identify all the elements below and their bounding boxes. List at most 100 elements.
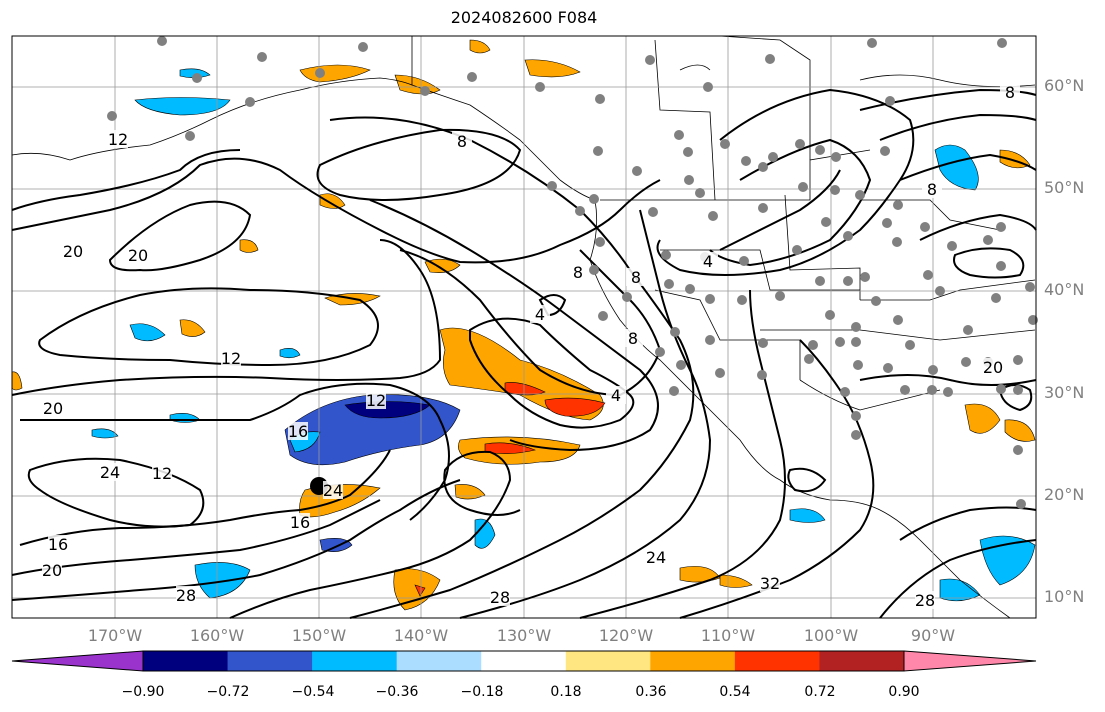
contour-label-bg bbox=[646, 548, 666, 566]
lat-label-60n: 60°N bbox=[1044, 76, 1085, 95]
contour-label: 20 bbox=[128, 246, 148, 265]
contour-label: 24 bbox=[100, 463, 120, 482]
contour-label-bg bbox=[108, 130, 128, 148]
contour-label-bg bbox=[152, 464, 172, 482]
colorbar-label: −0.90 bbox=[121, 684, 165, 700]
positive-anomaly-shading bbox=[11, 39, 1036, 611]
contour-label-bg bbox=[176, 586, 196, 604]
contour-label: 20 bbox=[43, 399, 63, 418]
colorbar-bin bbox=[312, 651, 398, 671]
colorbar-label: 0.72 bbox=[804, 684, 836, 700]
contour-label: 12 bbox=[366, 391, 386, 410]
contour-label: 12 bbox=[221, 349, 241, 368]
lat-label-30n: 30°N bbox=[1044, 383, 1085, 402]
contour-label: 16 bbox=[290, 513, 310, 532]
lon-label-100w: 100°W bbox=[803, 626, 859, 645]
colorbar bbox=[11, 650, 1037, 672]
colorbar-extend-low bbox=[11, 650, 144, 672]
contour-label-bg bbox=[698, 252, 718, 270]
contour-label: 32 bbox=[760, 574, 780, 593]
colorbar-label: −0.54 bbox=[291, 684, 335, 700]
contour-label-bg bbox=[606, 386, 626, 404]
lon-label-110w: 110°W bbox=[700, 626, 756, 645]
colorbar-bin bbox=[227, 651, 313, 671]
contour-label-bg bbox=[290, 513, 310, 531]
contour-label: 20 bbox=[983, 358, 1003, 377]
contour-label-bg bbox=[43, 399, 63, 417]
contour-label: 4 bbox=[703, 252, 713, 271]
colorbar-label: 0.54 bbox=[719, 684, 751, 700]
contour-label-bg bbox=[63, 242, 83, 260]
station-markers bbox=[107, 36, 1038, 509]
contour-label: 8 bbox=[631, 268, 641, 287]
lon-label-90w: 90°W bbox=[910, 626, 956, 645]
colorbar-bin bbox=[819, 651, 905, 671]
contour-label-bg bbox=[530, 305, 550, 323]
contour-label-bg bbox=[922, 180, 942, 198]
lat-label-40n: 40°N bbox=[1044, 280, 1085, 299]
colorbar-label: −0.36 bbox=[375, 684, 419, 700]
contour-lines bbox=[11, 88, 1037, 619]
lat-label-50n: 50°N bbox=[1044, 178, 1085, 197]
colorbar-bin bbox=[565, 651, 651, 671]
contour-label-bg bbox=[100, 463, 120, 481]
colorbar-label: 0.18 bbox=[550, 684, 582, 700]
map-title: 2024082600 F084 bbox=[450, 8, 598, 27]
contour-label-bg bbox=[221, 349, 241, 367]
contour-label-bg bbox=[48, 535, 68, 553]
contour-label-bg bbox=[626, 268, 646, 286]
contour-label: 28 bbox=[490, 588, 510, 607]
lat-label-20n: 20°N bbox=[1044, 485, 1085, 504]
contour-label-bg bbox=[490, 588, 510, 606]
contour-label-bg bbox=[366, 391, 386, 409]
lon-label-130w: 130°W bbox=[496, 626, 552, 645]
colorbar-bin bbox=[396, 651, 482, 671]
lon-label-120w: 120°W bbox=[598, 626, 654, 645]
contour-label: 28 bbox=[176, 586, 196, 605]
contour-label: 8 bbox=[573, 263, 583, 282]
contour-label-bg bbox=[1000, 83, 1020, 101]
contour-label: 12 bbox=[108, 130, 128, 149]
lon-label-150w: 150°W bbox=[291, 626, 347, 645]
colorbar-bin bbox=[734, 651, 820, 671]
map-frame bbox=[11, 35, 1037, 619]
contour-label: 24 bbox=[323, 481, 343, 500]
lon-label-170w: 170°W bbox=[87, 626, 143, 645]
contour-label: 8 bbox=[927, 180, 937, 199]
colorbar-bin bbox=[481, 651, 567, 671]
contour-label-bg bbox=[760, 574, 780, 592]
contour-label: 16 bbox=[288, 422, 308, 441]
colorbar-frame bbox=[142, 650, 905, 672]
colorbar-bin bbox=[143, 651, 229, 671]
lat-label-10n: 10°N bbox=[1044, 587, 1085, 606]
lon-label-160w: 160°W bbox=[189, 626, 245, 645]
contour-label: 16 bbox=[48, 535, 68, 554]
contour-label: 4 bbox=[611, 386, 621, 405]
contour-label-bg bbox=[288, 422, 308, 440]
contour-label-bg bbox=[983, 358, 1003, 376]
contour-label: 4 bbox=[535, 305, 545, 324]
coastlines bbox=[11, 35, 1036, 619]
colorbar-label: 0.36 bbox=[635, 684, 667, 700]
colorbar-extend-high bbox=[903, 650, 1037, 672]
contour-label: 12 bbox=[152, 464, 172, 483]
contour-label: 20 bbox=[42, 561, 62, 580]
contour-label-bg bbox=[323, 481, 343, 499]
contour-label: 24 bbox=[646, 548, 666, 567]
contour-label: 28 bbox=[915, 591, 935, 610]
lon-label-140w: 140°W bbox=[393, 626, 449, 645]
colorbar-label: −0.18 bbox=[460, 684, 504, 700]
contour-label-bg bbox=[568, 263, 588, 281]
contour-label-bg bbox=[915, 591, 935, 609]
colorbar-label: 0.90 bbox=[888, 684, 920, 700]
contour-label-bg bbox=[452, 132, 472, 150]
contour-labels: 12 8 8 20 20 12 8 8 4 4 8 4 20 12 16 12 24 24 16 16 20 28 28 24… bbox=[42, 83, 1020, 610]
contour-label-bg bbox=[42, 561, 62, 579]
colorbar-bin bbox=[650, 651, 736, 671]
contour-label-bg bbox=[128, 246, 148, 264]
colorbar-label: −0.72 bbox=[206, 684, 250, 700]
contour-label: 20 bbox=[63, 242, 83, 261]
contour-label-bg bbox=[623, 329, 643, 347]
contour-label: 8 bbox=[1005, 83, 1015, 102]
